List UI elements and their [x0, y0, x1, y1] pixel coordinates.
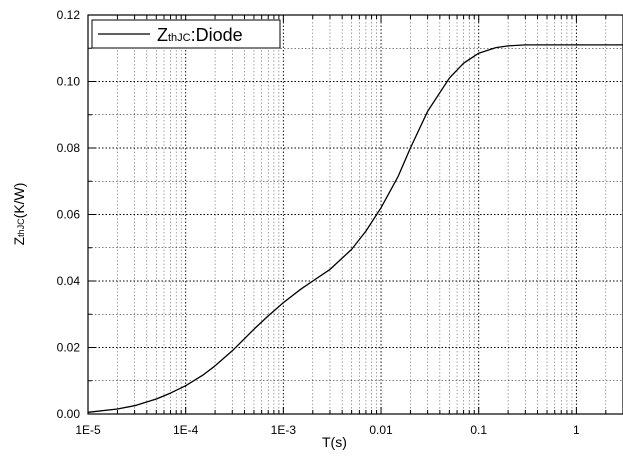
legend-label: ZthJC:Diode — [157, 25, 243, 45]
x-tick-label: 1E-4 — [173, 423, 199, 437]
y-tick-label: 0.08 — [57, 141, 81, 155]
x-axis-title: T(s) — [322, 434, 347, 450]
tick-layer: 1E-5 1E-4 1E-3 0.01 0.1 1 0.00 0.02 0.04 0.06 0.08… — [57, 8, 623, 437]
x-tick-label: 1E-3 — [271, 423, 297, 437]
x-tick-label: 0.01 — [369, 423, 393, 437]
y-tick-label: 0.04 — [57, 274, 81, 288]
y-tick-label: 0.02 — [57, 341, 81, 355]
y-tick-label: 0.12 — [57, 8, 81, 22]
y-axis-title: ZthJC(K/W) — [11, 183, 27, 246]
y-axis-title-main: Z — [11, 236, 27, 245]
x-tick-label: 1 — [573, 423, 580, 437]
y-tick-label: 0.00 — [57, 407, 81, 421]
y-axis-title-rest: (K/W) — [11, 183, 27, 219]
y-tick-label: 0.06 — [57, 208, 81, 222]
legend-label-rest: :Diode — [191, 25, 243, 45]
legend: ZthJC:Diode — [91, 19, 281, 49]
curve-layer — [87, 44, 623, 413]
y-tick-label: 0.10 — [57, 75, 81, 89]
x-tick-label: 1E-5 — [75, 423, 101, 437]
grid-layer — [87, 15, 623, 414]
legend-label-sub: thJC — [168, 32, 191, 44]
y-axis-title-sub: thJC — [16, 218, 26, 237]
series-line-diode — [87, 44, 623, 413]
legend-label-main: Z — [157, 25, 168, 45]
x-tick-label: 0.1 — [470, 423, 487, 437]
